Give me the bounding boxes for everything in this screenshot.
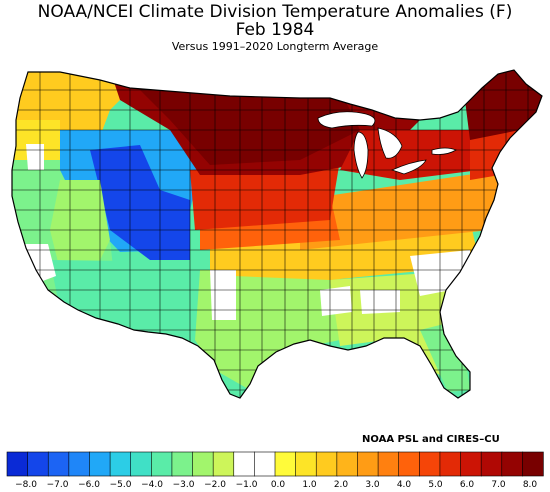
legend-swatch: [377, 451, 400, 477]
legend-swatch: [480, 451, 503, 477]
credit-label: NOAA PSL and CIRES–CU: [362, 434, 500, 445]
region-rockies-cold-core: [90, 145, 190, 260]
legend-swatch: [398, 451, 421, 477]
us-outline: [11, 69, 543, 399]
map-caption: Versus 1991–2020 Longterm Average: [171, 40, 379, 53]
legend-tick-label: −8.0: [15, 480, 37, 490]
legend-tick-label: −1.0: [236, 480, 258, 490]
legend-tick-label: 4.0: [397, 480, 412, 490]
lake-ontario: [431, 147, 457, 155]
color-legend: −8.0 −7.0 −6.0 −5.0 −4.0 −3.0 −2.0 −1.0 0.0 1.0 2.…: [6, 451, 544, 490]
anomaly-fill-layer: [12, 70, 542, 398]
region-midwest-transition: [340, 130, 480, 180]
lake-huron: [377, 127, 403, 159]
legend-tick-label: 6.0: [460, 480, 475, 490]
legend-swatch: [460, 451, 482, 477]
legend-swatch: [89, 451, 111, 477]
legend-swatch: [27, 451, 49, 477]
legend-swatch: [6, 451, 29, 477]
legend-tick-label: −2.0: [204, 480, 226, 490]
legend-tick-label: 2.0: [334, 480, 349, 490]
legend-tick-label: 1.0: [302, 480, 317, 490]
legend-tick-label: 7.0: [491, 480, 506, 490]
legend-swatch: [419, 451, 441, 477]
legend-swatch: [357, 451, 379, 477]
legend-swatch: [501, 451, 524, 477]
legend-swatch: [439, 451, 462, 477]
region-central-plains: [190, 160, 340, 230]
legend-swatch: [212, 451, 235, 477]
legend-tick-label: −3.0: [173, 480, 195, 490]
legend-ticks: −8.0 −7.0 −6.0 −5.0 −4.0 −3.0 −2.0 −1.0 0.0 1.0 2.…: [15, 480, 537, 490]
legend-swatches: [6, 451, 544, 477]
region-neutral-carolinas: [410, 250, 472, 296]
legend-swatch: [274, 451, 297, 477]
legend-swatch: [233, 451, 256, 477]
legend-tick-label: 3.0: [365, 480, 380, 490]
map-title: NOAA/NCEI Climate Division Temperature A…: [37, 2, 513, 22]
lake-superior: [317, 111, 376, 129]
legend-tick-label: −6.0: [78, 480, 100, 490]
legend-swatch: [315, 451, 338, 477]
legend-swatch: [47, 451, 70, 477]
legend-tick-label: −4.0: [141, 480, 163, 490]
legend-swatch: [522, 451, 544, 477]
legend-swatch: [254, 451, 276, 477]
legend-swatch: [295, 451, 317, 477]
region-neutral-southeast: [320, 286, 352, 316]
legend-tick-label: 0.0: [271, 480, 286, 490]
region-neutral-tennessee: [360, 290, 400, 314]
legend-swatch: [171, 451, 194, 477]
legend-tick-label: 8.0: [523, 480, 538, 490]
legend-swatch: [151, 451, 173, 477]
legend-swatch: [68, 451, 91, 477]
legend-swatch: [336, 451, 359, 477]
legend-tick-label: −5.0: [110, 480, 132, 490]
lake-erie: [390, 159, 427, 175]
region-neutral-texas: [210, 270, 236, 320]
lake-michigan: [353, 131, 369, 179]
us-climate-division-map: [11, 69, 543, 399]
map-subtitle: Feb 1984: [235, 20, 315, 40]
legend-swatch: [130, 451, 153, 477]
legend-tick-label: −7.0: [47, 480, 69, 490]
region-northern-plains-core: [130, 80, 360, 165]
great-lakes: [317, 111, 457, 179]
region-neutral-nw: [26, 144, 44, 170]
legend-swatch: [192, 451, 214, 477]
legend-swatch: [109, 451, 132, 477]
legend-tick-label: 5.0: [428, 480, 443, 490]
